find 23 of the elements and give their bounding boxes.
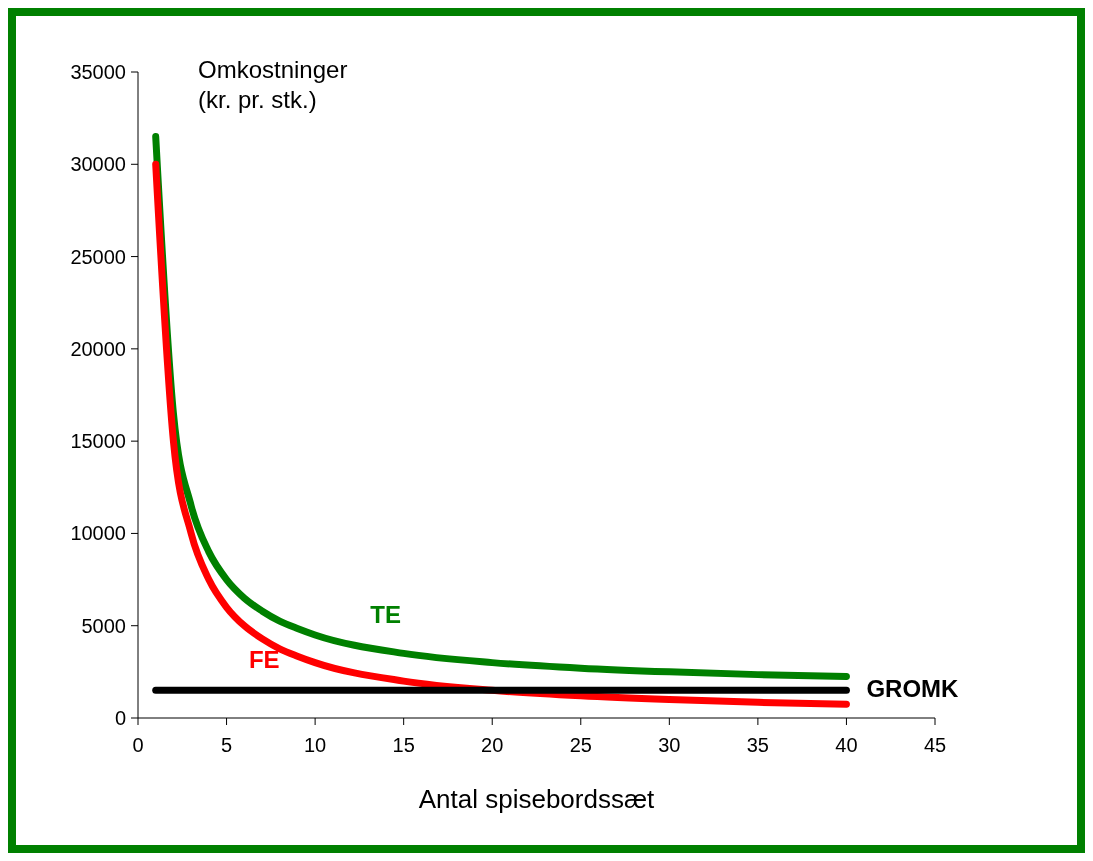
y-tick-label: 20000: [70, 337, 126, 360]
y-tick-label: 35000: [70, 61, 126, 83]
x-tick-label: 30: [658, 734, 681, 756]
x-tick-label: 10: [303, 734, 327, 756]
x-tick-label: 15: [392, 734, 415, 756]
x-axis-title: Antal spisebordssæt: [418, 784, 656, 814]
y-tick-label: 10000: [70, 522, 126, 545]
series-label: TE: [370, 601, 401, 629]
x-tick-label: 0: [132, 734, 144, 756]
y-tick-label: 0: [114, 707, 126, 729]
x-tick-label: 20: [481, 734, 504, 756]
series-label: GROMK: [866, 675, 960, 703]
x-tick-label: 45: [923, 734, 947, 756]
x-tick-label: 35: [746, 734, 770, 756]
x-tick-label: 40: [835, 734, 858, 756]
y-tick-label: 30000: [70, 153, 126, 176]
y-tick-label: 15000: [70, 430, 126, 453]
series-label: FE: [248, 645, 280, 673]
y-tick-label: 5000: [81, 614, 126, 637]
x-tick-label: 5: [220, 734, 233, 756]
x-tick-label: 25: [569, 734, 592, 756]
y-axis-title: Omkostninger (kr. pr. stk.): [198, 56, 348, 113]
y-tick-label: 25000: [70, 245, 126, 268]
